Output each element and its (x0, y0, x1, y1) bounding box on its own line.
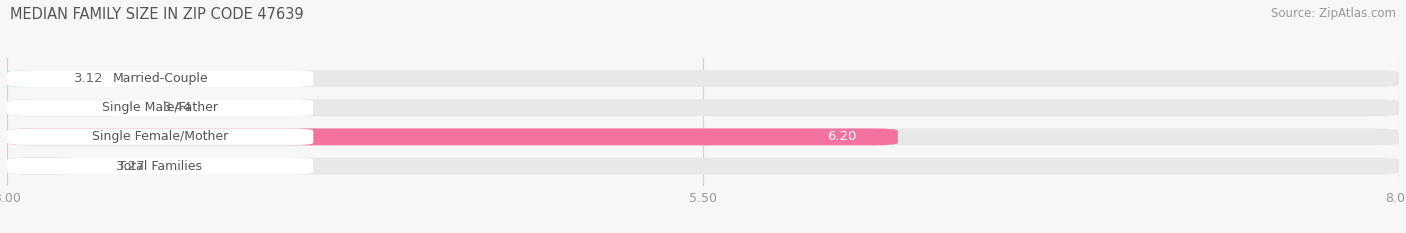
FancyBboxPatch shape (7, 99, 129, 116)
FancyBboxPatch shape (7, 99, 314, 116)
FancyBboxPatch shape (7, 158, 1399, 175)
FancyBboxPatch shape (7, 128, 1399, 145)
FancyBboxPatch shape (7, 70, 1399, 87)
Text: Total Families: Total Families (118, 160, 202, 172)
FancyBboxPatch shape (7, 128, 314, 145)
FancyBboxPatch shape (7, 70, 314, 87)
FancyBboxPatch shape (7, 99, 1399, 116)
Text: Single Female/Mother: Single Female/Mother (91, 130, 228, 143)
Text: Single Male/Father: Single Male/Father (103, 101, 218, 114)
Text: 3.27: 3.27 (115, 160, 145, 172)
Text: 3.12: 3.12 (75, 72, 104, 85)
Text: Source: ZipAtlas.com: Source: ZipAtlas.com (1271, 7, 1396, 20)
FancyBboxPatch shape (7, 158, 82, 175)
Text: 6.20: 6.20 (827, 130, 856, 143)
FancyBboxPatch shape (7, 158, 314, 175)
FancyBboxPatch shape (7, 128, 898, 145)
Text: Married-Couple: Married-Couple (112, 72, 208, 85)
Text: 3.44: 3.44 (163, 101, 193, 114)
Text: MEDIAN FAMILY SIZE IN ZIP CODE 47639: MEDIAN FAMILY SIZE IN ZIP CODE 47639 (10, 7, 304, 22)
FancyBboxPatch shape (7, 70, 41, 87)
